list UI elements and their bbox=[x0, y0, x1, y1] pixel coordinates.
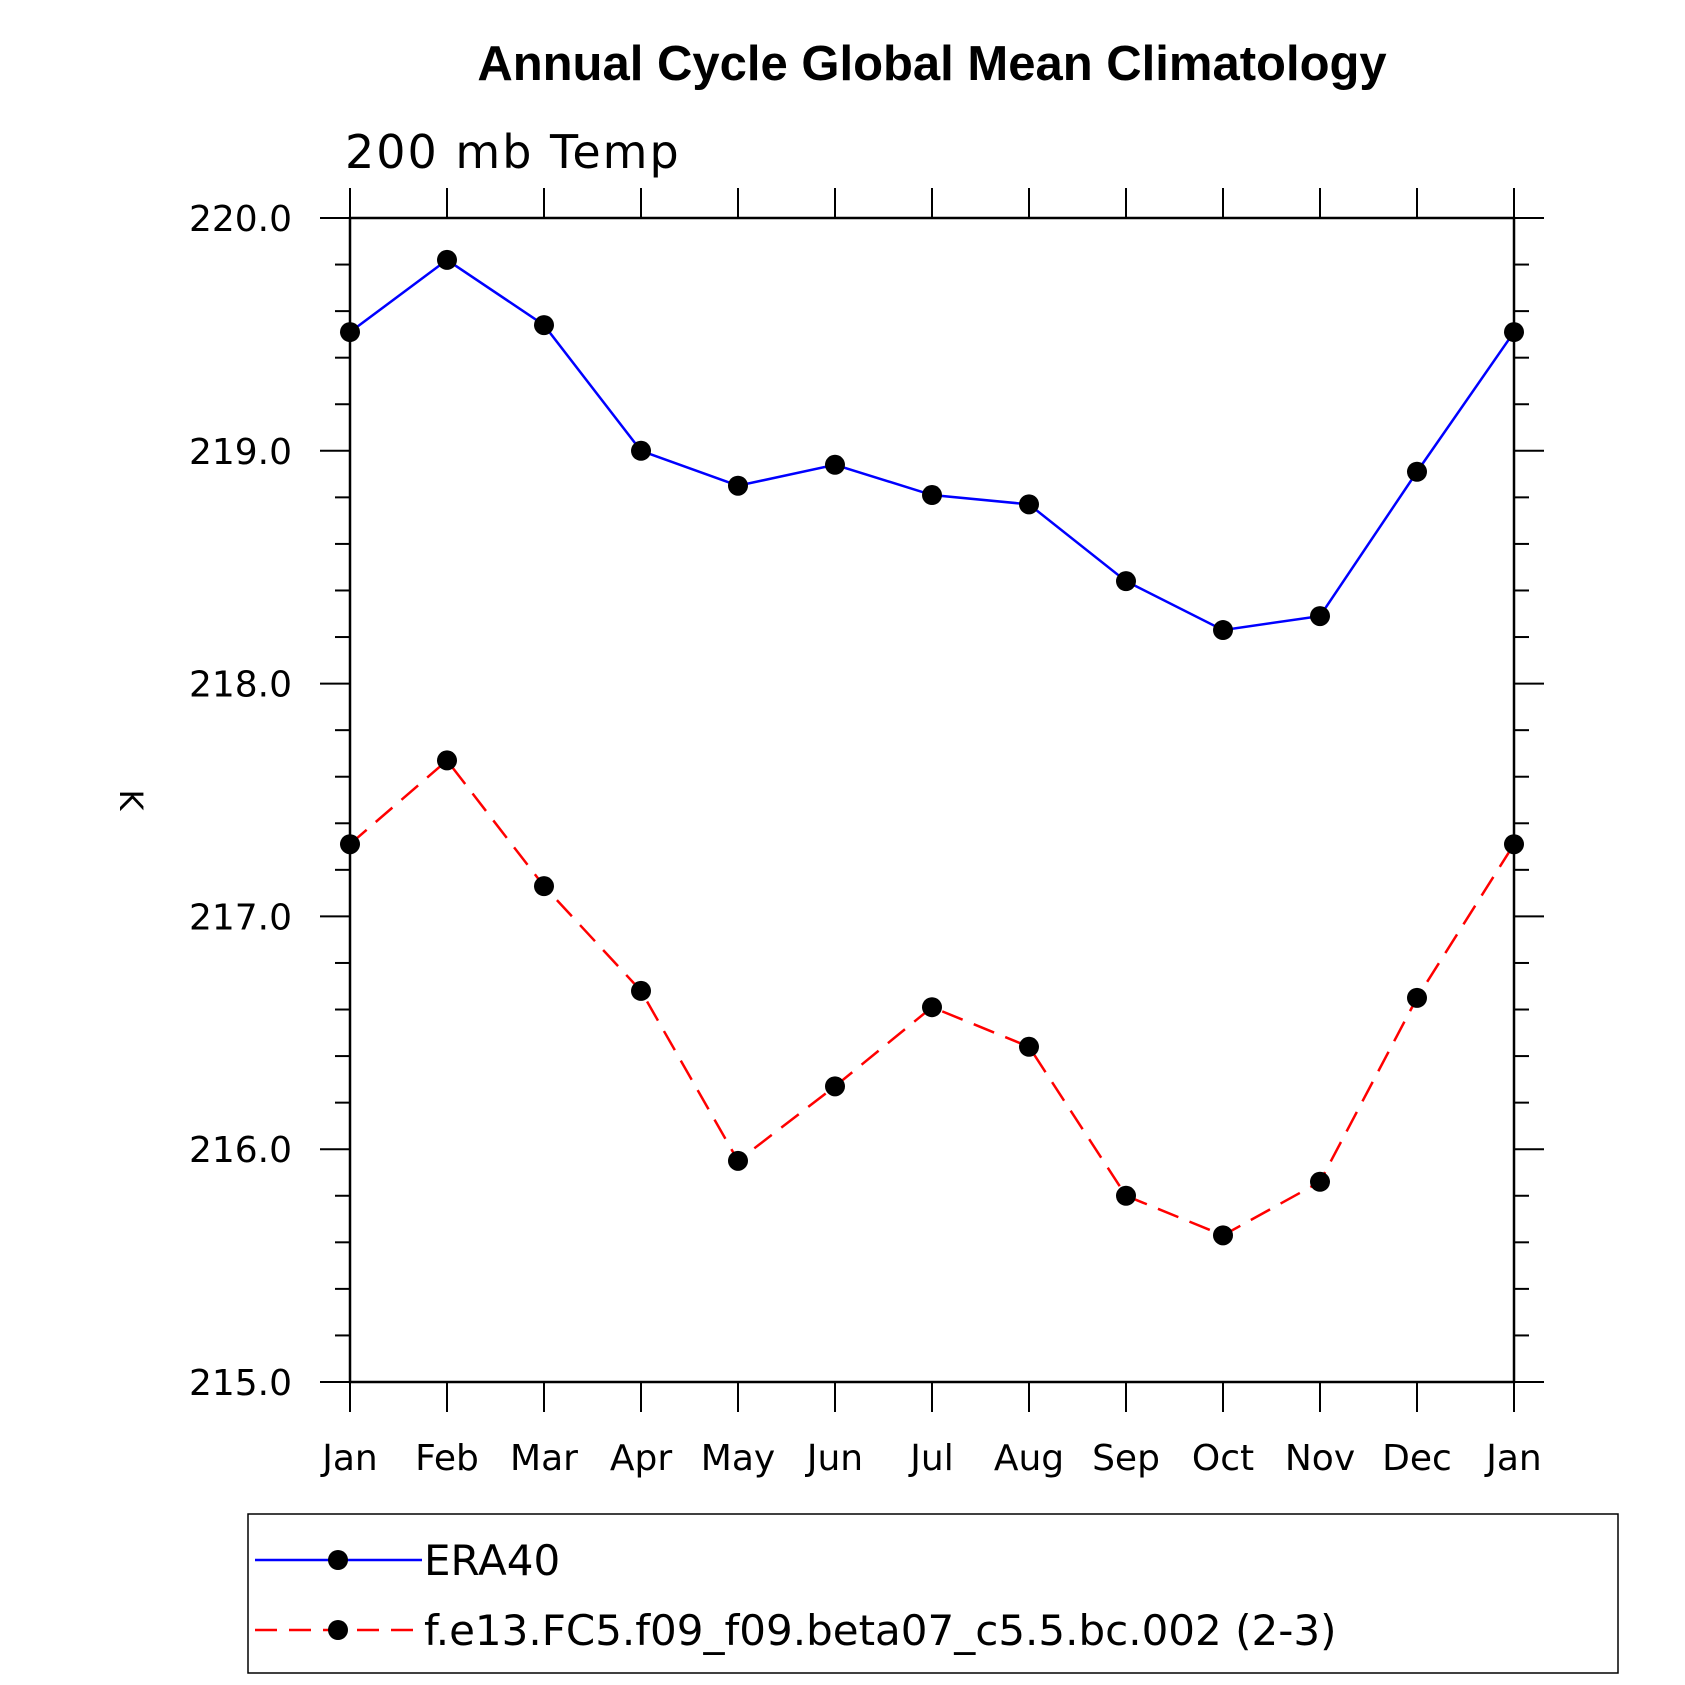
data-point-series-2 bbox=[1213, 1225, 1233, 1246]
legend: ERA40 f.e13.FC5.f09_f09.beta07_c5.5.bc.00… bbox=[247, 1513, 1619, 1674]
x-tick-label: Oct bbox=[1192, 1438, 1254, 1479]
x-tick-label: Nov bbox=[1285, 1438, 1355, 1479]
data-point-series-2 bbox=[1116, 1185, 1136, 1206]
data-point-series-2 bbox=[922, 997, 942, 1018]
data-point-series-2 bbox=[728, 1150, 748, 1171]
y-tick-label: 218.0 bbox=[189, 665, 292, 706]
x-tick-label: Mar bbox=[510, 1438, 578, 1479]
x-tick-label: Aug bbox=[994, 1438, 1064, 1479]
legend-label-1: ERA40 bbox=[424, 1536, 560, 1585]
data-point-series-1 bbox=[1019, 494, 1039, 515]
data-point-series-1 bbox=[1310, 606, 1330, 627]
data-point-series-1 bbox=[534, 315, 554, 336]
data-point-series-1 bbox=[1504, 322, 1524, 343]
data-point-series-2 bbox=[437, 750, 457, 771]
data-point-series-1 bbox=[1116, 571, 1136, 592]
data-point-series-1 bbox=[1407, 461, 1427, 482]
chart-title: Annual Cycle Global Mean Climatology bbox=[477, 37, 1386, 91]
legend-marker-2 bbox=[328, 1620, 348, 1640]
x-tick-label: Jan bbox=[1484, 1438, 1542, 1479]
x-tick-label: Apr bbox=[610, 1438, 672, 1479]
y-axis-label: K bbox=[112, 790, 150, 812]
data-point-series-1 bbox=[1213, 620, 1233, 641]
y-tick-label: 216.0 bbox=[189, 1130, 292, 1171]
chart-subtitle: 200 mb Temp bbox=[345, 125, 681, 179]
data-point-series-1 bbox=[825, 454, 845, 475]
data-point-series-2 bbox=[1019, 1036, 1039, 1057]
y-tick-label: 219.0 bbox=[189, 432, 292, 473]
legend-label-2: f.e13.FC5.f09_f09.beta07_c5.5.bc.002 (2-… bbox=[424, 1606, 1336, 1655]
plot-axes: 215.0 216.0 217.0 218.0 219.0 220.0 Jan Feb Mar A… bbox=[189, 188, 1544, 1479]
data-point-series-2 bbox=[1407, 987, 1427, 1008]
data-point-series-2 bbox=[825, 1076, 845, 1097]
data-point-series-1 bbox=[340, 322, 360, 343]
x-tick-label: Jan bbox=[320, 1438, 378, 1479]
series-line-1 bbox=[349, 258, 1516, 632]
y-tick-label: 217.0 bbox=[189, 897, 292, 938]
plot-series bbox=[340, 249, 1524, 1246]
x-tick-label: Jul bbox=[908, 1438, 953, 1479]
y-tick-label: 215.0 bbox=[189, 1363, 292, 1404]
x-tick-label: Jun bbox=[805, 1438, 863, 1479]
legend-box bbox=[247, 1513, 1619, 1674]
legend-marker-1 bbox=[328, 1550, 348, 1570]
data-point-series-1 bbox=[922, 485, 942, 506]
y-tick-label: 220.0 bbox=[189, 199, 292, 240]
plot-frame bbox=[348, 216, 1516, 1384]
x-tick-label: Sep bbox=[1092, 1438, 1160, 1479]
x-tick-label: Dec bbox=[1382, 1438, 1452, 1479]
x-tick-label: Feb bbox=[415, 1438, 479, 1479]
x-tick-label: May bbox=[701, 1438, 775, 1479]
data-point-series-2 bbox=[340, 834, 360, 855]
data-point-series-2 bbox=[1504, 834, 1524, 855]
data-point-series-1 bbox=[437, 249, 457, 270]
data-point-series-2 bbox=[631, 980, 651, 1001]
data-point-series-1 bbox=[728, 475, 748, 496]
data-point-series-2 bbox=[1310, 1171, 1330, 1192]
data-point-series-1 bbox=[631, 440, 651, 461]
data-point-series-2 bbox=[534, 876, 554, 897]
